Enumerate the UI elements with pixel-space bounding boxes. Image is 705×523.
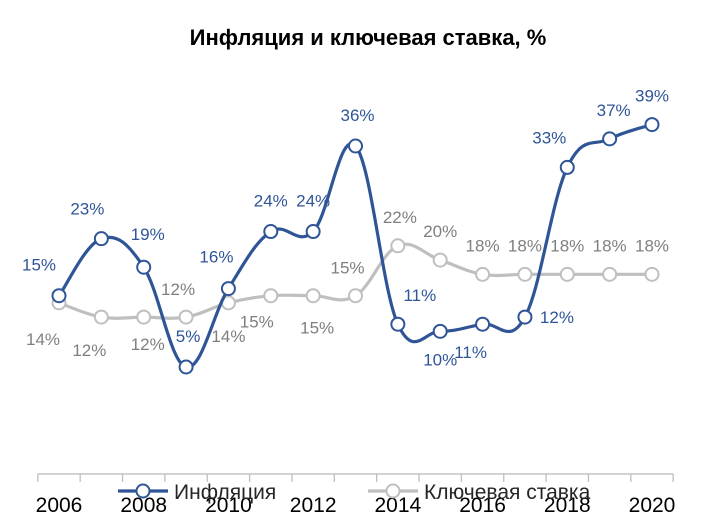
series-layer	[51, 117, 660, 375]
data-point-inflation	[178, 359, 194, 375]
data-label-inflation: 37%	[597, 101, 631, 120]
legend: Инфляция Ключевая ставка	[118, 481, 591, 504]
data-point-inflation	[559, 159, 575, 175]
data-point-key-rate	[390, 238, 406, 254]
data-point-key-rate	[348, 288, 363, 304]
data-label-key-rate: 12%	[72, 341, 106, 360]
data-point-key-rate	[136, 309, 152, 325]
data-point-key-rate	[517, 266, 533, 282]
x-tick-label: 2014	[374, 494, 421, 517]
data-label-key-rate: 18%	[593, 236, 627, 255]
data-point-inflation	[432, 323, 448, 339]
x-tick-label: 2018	[544, 494, 591, 517]
data-point-key-rate	[602, 266, 618, 282]
data-label-inflation: 10%	[423, 350, 457, 369]
data-label-inflation: 33%	[532, 128, 566, 147]
data-point-inflation	[475, 316, 491, 332]
data-label-inflation: 39%	[635, 87, 669, 106]
data-label-key-rate: 12%	[131, 335, 165, 354]
data-label-key-rate: 20%	[423, 222, 457, 241]
data-point-key-rate	[178, 309, 194, 325]
data-point-inflation	[93, 231, 109, 247]
data-label-inflation: 19%	[131, 225, 165, 244]
x-axis: 2006 2008 2010 2012 2014 2016 2018 2020	[36, 473, 676, 517]
data-point-key-rate	[559, 266, 575, 282]
x-tick-label: 2012	[290, 494, 337, 517]
data-label-inflation: 11%	[454, 343, 487, 362]
legend-marker	[135, 483, 151, 499]
data-point-inflation	[220, 281, 236, 297]
data-label-key-rate: 18%	[635, 236, 669, 255]
data-label-inflation: 11%	[403, 286, 436, 305]
data-label-inflation: 36%	[340, 106, 374, 125]
data-point-key-rate	[263, 288, 279, 304]
data-point-inflation	[136, 259, 152, 275]
data-point-key-rate	[644, 266, 660, 282]
data-label-inflation: 16%	[199, 248, 233, 267]
legend-label: Инфляция	[174, 481, 276, 504]
data-point-inflation	[305, 224, 321, 240]
data-label-key-rate: 14%	[211, 327, 245, 346]
data-label-key-rate: 18%	[550, 236, 584, 255]
data-labels: 15%23%19%5%16%24% 24%36%11%10%11%12%33%37…	[22, 87, 669, 370]
data-point-key-rate	[432, 252, 448, 268]
data-point-inflation	[263, 224, 279, 240]
data-label-key-rate: 15%	[300, 319, 334, 338]
data-label-inflation: 15%	[22, 256, 56, 275]
x-tick-label: 2010	[205, 494, 252, 517]
data-label-inflation: 5%	[176, 327, 201, 346]
data-label-key-rate: 18%	[466, 236, 500, 255]
legend-marker	[385, 483, 401, 499]
data-label-key-rate: 22%	[383, 208, 417, 227]
data-label-key-rate: 15%	[330, 259, 364, 278]
data-point-inflation	[51, 288, 67, 304]
legend-item-key-rate: Ключевая ставка	[368, 481, 591, 504]
legend-label: Ключевая ставка	[424, 481, 591, 504]
chart-title: Инфляция и ключевая ставка, %	[190, 25, 547, 50]
data-label-inflation: 23%	[70, 200, 104, 219]
x-tick-label: 2006	[36, 494, 83, 517]
data-label-inflation: 24%	[254, 192, 288, 211]
data-point-inflation	[348, 138, 363, 154]
x-tick-label: 2020	[629, 494, 676, 517]
x-tick-label: 2016	[459, 494, 506, 517]
data-point-inflation	[602, 131, 618, 147]
data-point-key-rate	[305, 288, 321, 304]
data-label-key-rate: 15%	[240, 313, 274, 332]
data-label-key-rate: 14%	[26, 330, 60, 349]
data-label-key-rate: 18%	[508, 236, 542, 255]
data-label-key-rate: 12%	[161, 280, 195, 299]
data-point-key-rate	[475, 266, 491, 282]
legend-item-inflation: Инфляция	[118, 481, 276, 504]
x-tick-label: 2008	[120, 494, 167, 517]
data-point-inflation	[517, 309, 533, 325]
data-point-inflation	[390, 316, 406, 332]
data-label-inflation: 12%	[540, 308, 574, 327]
data-point-inflation	[644, 117, 660, 133]
data-label-inflation: 24%	[296, 192, 330, 211]
data-point-key-rate	[93, 309, 109, 325]
